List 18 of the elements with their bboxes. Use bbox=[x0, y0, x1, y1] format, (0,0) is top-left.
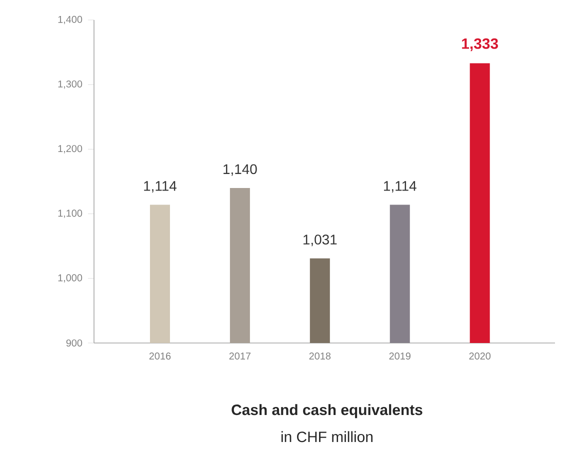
x-tick-label: 2019 bbox=[389, 352, 410, 360]
x-tick-label: 2018 bbox=[309, 352, 331, 360]
x-tick-label: 2020 bbox=[469, 352, 491, 360]
text: in CHF million bbox=[282, 431, 373, 442]
y-tick-label: 1,200 bbox=[58, 145, 82, 154]
x-tick-label: 2016 bbox=[149, 352, 171, 360]
x-tick-label: 2017 bbox=[229, 352, 251, 360]
data-label: 1,031 bbox=[304, 234, 337, 246]
data-label: 1,333 bbox=[462, 38, 498, 52]
data-label: 1,140 bbox=[224, 164, 257, 176]
data-label: 1,114 bbox=[144, 181, 176, 193]
text: Cash and cash equivalents bbox=[232, 404, 422, 418]
y-tick-label: 1,000 bbox=[58, 274, 82, 283]
y-tick-label: 1,400 bbox=[58, 16, 82, 24]
y-tick-label: 900 bbox=[66, 339, 82, 347]
y-tick-label: 1,100 bbox=[58, 210, 82, 218]
y-tick-label: 1,300 bbox=[58, 80, 82, 89]
data-label: 1,114 bbox=[384, 181, 416, 193]
